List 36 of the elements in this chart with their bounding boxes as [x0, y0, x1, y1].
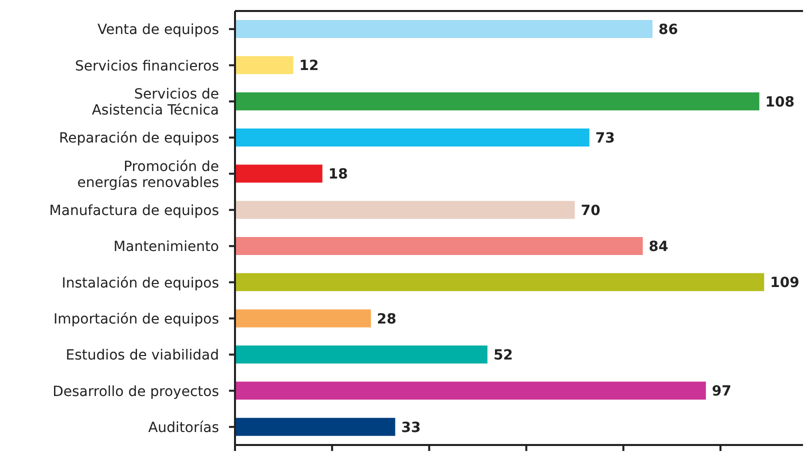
data-label: 109 [770, 275, 800, 292]
y-tick-label: Servicios financieros [75, 58, 219, 74]
y-tick-label: Importación de equipos [54, 311, 219, 328]
y-tick-label: Desarrollo de proyectos [52, 384, 219, 400]
data-label: 52 [493, 347, 513, 364]
bar [235, 164, 322, 183]
y-tick-label: Manufactura de equipos [49, 202, 219, 219]
data-label: 108 [765, 94, 795, 110]
bar [235, 309, 371, 328]
data-label: 97 [712, 384, 732, 400]
y-tick-label: Venta de equipos [98, 22, 219, 38]
bar [235, 273, 764, 292]
y-tick-label: Promoción de energías renovables [77, 158, 219, 191]
data-label: 84 [648, 238, 669, 255]
bar [235, 237, 643, 255]
data-label: 18 [328, 166, 348, 183]
bar [235, 20, 653, 38]
y-tick-label: Auditorías [148, 420, 219, 436]
data-label: 86 [658, 22, 678, 38]
data-label: 28 [376, 311, 396, 328]
bar [235, 92, 760, 110]
bar [235, 56, 294, 74]
y-tick-label: Instalación de equipos [62, 275, 219, 292]
bar [235, 418, 396, 436]
data-label: 73 [595, 130, 615, 146]
data-label: 33 [401, 420, 421, 436]
bar [235, 200, 575, 219]
data-label: 12 [299, 58, 319, 74]
y-tick-label: Reparación de equipos [59, 130, 219, 147]
y-tick-label: Mantenimiento [114, 239, 219, 256]
y-tick-label: Servicios de Asistencia Técnica [92, 86, 219, 118]
data-label: 70 [580, 202, 601, 219]
bar [235, 346, 488, 364]
bar [235, 382, 706, 400]
y-tick-label: Estudios de viabilidad [66, 348, 219, 364]
bar [235, 128, 590, 146]
